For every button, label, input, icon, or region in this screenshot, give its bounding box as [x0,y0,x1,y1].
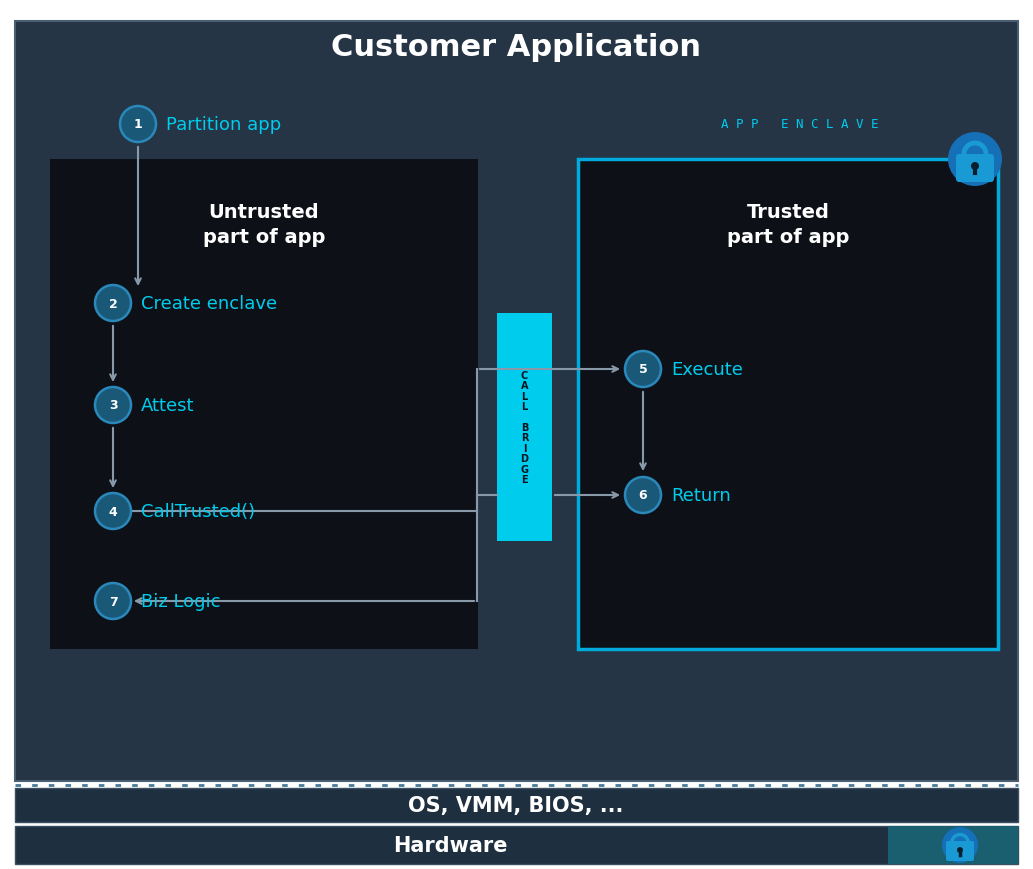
Text: 1: 1 [133,118,143,131]
Text: 3: 3 [108,399,118,412]
Text: 7: 7 [108,594,118,607]
Circle shape [625,477,661,514]
Circle shape [971,163,979,171]
Text: 2: 2 [108,297,118,310]
Circle shape [95,286,131,322]
Text: CallTrusted(): CallTrusted() [140,502,255,521]
Text: Customer Application: Customer Application [331,32,701,62]
FancyBboxPatch shape [15,826,1018,864]
Text: 5: 5 [638,363,648,376]
Circle shape [95,388,131,423]
Circle shape [957,847,963,853]
FancyBboxPatch shape [946,841,974,861]
Circle shape [942,827,978,863]
Circle shape [948,133,1002,187]
Text: Trusted
part of app: Trusted part of app [727,202,849,247]
Text: OS, VMM, BIOS, ...: OS, VMM, BIOS, ... [408,795,624,815]
Text: Untrusted
part of app: Untrusted part of app [202,202,325,247]
FancyBboxPatch shape [497,314,552,541]
Text: Biz Logic: Biz Logic [140,593,220,610]
FancyBboxPatch shape [578,160,998,649]
FancyBboxPatch shape [956,155,994,182]
Circle shape [95,494,131,529]
Text: 4: 4 [108,505,118,518]
Text: Partition app: Partition app [166,116,281,134]
Text: Create enclave: Create enclave [140,295,277,313]
FancyBboxPatch shape [888,826,1018,864]
Text: A P P   E N C L A V E: A P P E N C L A V E [721,118,879,131]
Text: Return: Return [671,487,730,504]
Text: C
A
L
L
 
B
R
I
D
G
E: C A L L B R I D G E [521,370,529,484]
Circle shape [625,352,661,388]
FancyBboxPatch shape [15,22,1018,781]
Circle shape [95,583,131,620]
Text: Execute: Execute [671,361,743,379]
Text: Attest: Attest [140,396,194,415]
Text: 6: 6 [638,489,648,502]
Circle shape [120,107,156,143]
FancyBboxPatch shape [15,788,1018,822]
Text: Hardware: Hardware [393,835,507,855]
FancyBboxPatch shape [50,160,478,649]
